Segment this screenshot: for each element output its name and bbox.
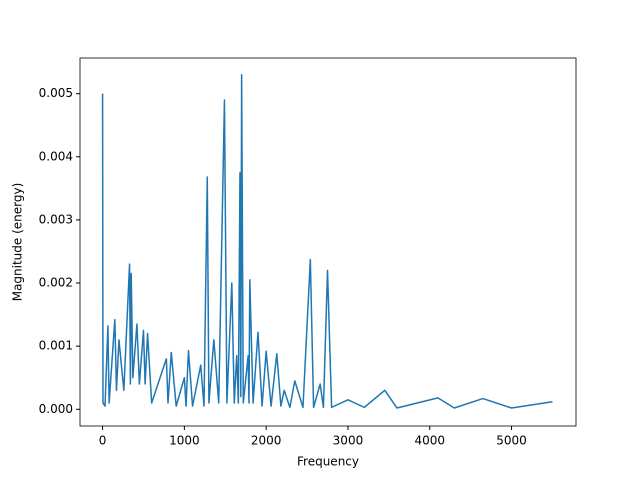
y-tick-label: 0.002 [39, 276, 73, 290]
data-line [101, 73, 553, 409]
y-tick-label: 0.005 [39, 86, 73, 100]
y-tick-label: 0.003 [39, 212, 73, 226]
x-tick-label: 2000 [251, 434, 282, 448]
x-tick-label: 4000 [414, 434, 445, 448]
x-tick-label: 1000 [169, 434, 200, 448]
x-tick-label: 0 [99, 434, 107, 448]
x-tick-label: 5000 [496, 434, 527, 448]
x-tick-label: 3000 [333, 434, 364, 448]
y-tick-label: 0.001 [39, 339, 73, 353]
y-tick-label: 0.000 [39, 402, 73, 416]
y-axis-label: Magnitude (energy) [11, 183, 25, 302]
x-axis-label: Frequency [297, 455, 359, 469]
y-tick-label: 0.004 [39, 149, 73, 163]
plot-frame [79, 57, 577, 427]
